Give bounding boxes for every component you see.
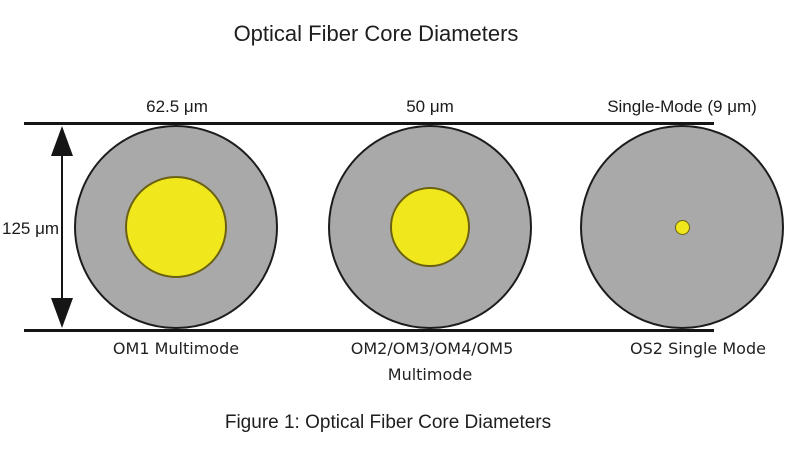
- fiber-cladding-om2: [328, 125, 532, 329]
- down-arrowhead-icon: [51, 298, 73, 328]
- fiber-core-os2: [674, 219, 690, 235]
- figure-caption: Figure 1: Optical Fiber Core Diameters: [224, 412, 552, 433]
- core-size-label-os2: Single-Mode (9 μm): [607, 97, 757, 116]
- fiber-cladding-os2: [580, 125, 784, 329]
- cladding-diameter-label: 125 μm: [2, 219, 60, 238]
- page-title: Optical Fiber Core Diameters: [233, 21, 519, 46]
- fiber-name-label-om2: OM2/OM3/OM4/OM5: [350, 339, 514, 358]
- fiber-name-label-os2: OS2 Single Mode: [630, 339, 766, 358]
- fiber-name-label-om1: OM1 Multimode: [112, 339, 240, 358]
- fiber-core-om1: [125, 176, 227, 278]
- core-size-label-om2: 50 μm: [406, 97, 454, 116]
- bottom-reference-line: [24, 329, 714, 332]
- top-reference-line: [24, 122, 714, 125]
- up-arrowhead-icon: [51, 126, 73, 156]
- core-size-label-om1: 62.5 μm: [146, 97, 208, 116]
- fiber-cladding-om1: [74, 125, 278, 329]
- fiber-core-om2: [390, 187, 470, 267]
- diameter-dimension-arrow: [61, 130, 63, 325]
- fiber-name-label-om2-line2: Multimode: [387, 365, 473, 384]
